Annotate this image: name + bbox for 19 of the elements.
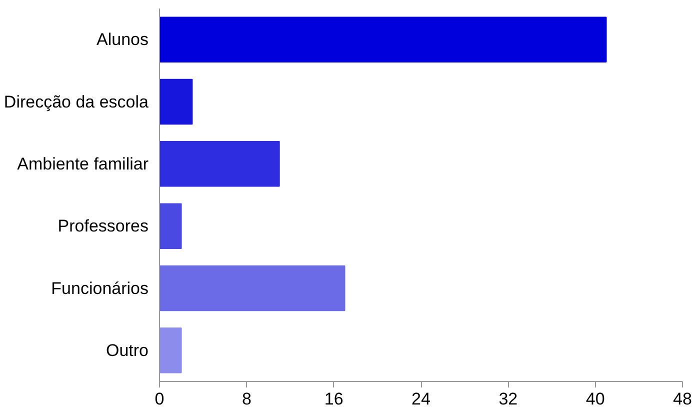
bar [160,328,182,374]
x-tick-label: 8 [242,390,252,407]
x-tick-label: 24 [412,390,430,407]
y-tick-label: Professores [58,216,148,236]
y-tick-label: Ambiente familiar [17,154,149,174]
y-tick-label: Alunos [96,30,149,50]
y-tick-label: Outro [106,340,149,360]
y-tick-label: Direcção da escola [4,92,150,112]
x-tick-label: 0 [154,390,164,407]
x-tick-label: 48 [673,390,692,407]
bar [160,78,193,125]
y-tick-label: Funcionários [51,278,148,298]
bar [160,16,607,62]
x-tick-label: 16 [324,390,344,407]
bar [160,265,346,312]
x-tick-label: 40 [586,390,605,407]
x-tick-label: 32 [498,390,518,407]
bar [160,203,182,249]
bar [160,141,280,187]
